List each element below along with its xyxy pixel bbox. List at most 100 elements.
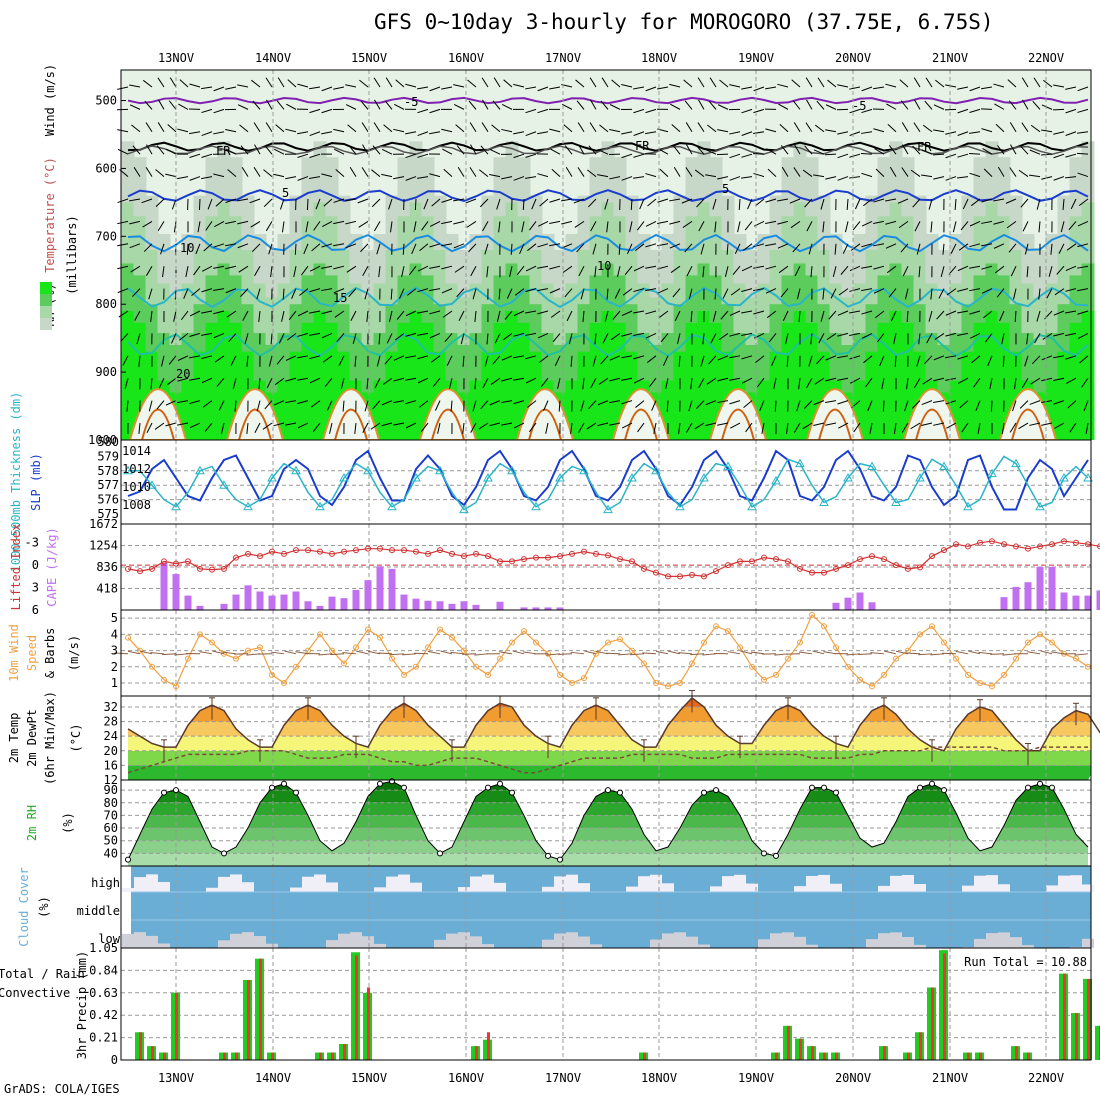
wind-barb-10m bbox=[812, 650, 825, 655]
wind-barb bbox=[543, 400, 549, 411]
wind-barb bbox=[714, 288, 717, 300]
slp-axis-label: SLP (mb) bbox=[29, 453, 43, 511]
wind-barb-10m bbox=[584, 650, 597, 655]
wind-barb bbox=[225, 265, 237, 270]
cloud-high bbox=[566, 874, 578, 892]
wind-barb bbox=[498, 221, 501, 233]
wind-barb-10m bbox=[356, 650, 369, 655]
warm-dome-inner bbox=[915, 408, 949, 441]
wind-barb bbox=[342, 400, 345, 412]
wind-barb bbox=[633, 332, 645, 336]
wind-label-unit: (m/s) bbox=[67, 635, 81, 671]
wind-barb bbox=[814, 377, 825, 385]
wind-barb bbox=[294, 243, 297, 255]
thickness-tick: 578 bbox=[97, 464, 119, 478]
wind-speed-marker bbox=[1037, 631, 1043, 638]
cloud-high bbox=[1046, 885, 1058, 892]
precip-conv-bar bbox=[319, 1052, 322, 1060]
wind-barb bbox=[913, 77, 921, 88]
wind-barb bbox=[714, 221, 717, 233]
wind-barb bbox=[1053, 131, 1065, 135]
rh-band-90 bbox=[1069, 322, 1083, 440]
wind-barb bbox=[837, 400, 849, 405]
wind-barb bbox=[925, 77, 933, 88]
wind-barb bbox=[501, 176, 513, 180]
wind-barb bbox=[359, 79, 369, 88]
cloud-low bbox=[254, 936, 266, 948]
precip-conv-bar bbox=[907, 1052, 910, 1060]
wind-barb bbox=[309, 265, 321, 272]
wind-barb bbox=[633, 176, 645, 179]
wind-barb bbox=[863, 355, 873, 364]
cloud-high bbox=[794, 886, 806, 892]
wind-barb bbox=[340, 378, 345, 390]
wind-barb bbox=[1005, 198, 1017, 204]
precip-axis-label: 3hr Precip (mm) bbox=[75, 951, 89, 1059]
cloud-low bbox=[998, 932, 1010, 948]
wind-barb bbox=[525, 310, 537, 314]
wind-barb bbox=[946, 422, 957, 429]
wind-barb bbox=[321, 108, 333, 114]
wind-barb bbox=[898, 220, 909, 229]
wind-barb bbox=[610, 333, 621, 341]
wind-barb-10m bbox=[246, 653, 261, 656]
wind-barb bbox=[901, 422, 909, 433]
cape-bar bbox=[280, 594, 288, 610]
cape-bar bbox=[844, 597, 852, 610]
wind-barb bbox=[453, 220, 465, 225]
wind-barb bbox=[1014, 310, 1017, 323]
wind-barb-10m bbox=[558, 653, 573, 655]
wind-barb bbox=[348, 145, 357, 155]
wind-barb bbox=[805, 122, 813, 133]
wind-barb bbox=[805, 77, 813, 88]
rh-band-90 bbox=[877, 322, 891, 440]
wind-barb-10m bbox=[798, 651, 813, 655]
wind-barb bbox=[993, 83, 1005, 88]
wind-barb bbox=[813, 174, 825, 178]
thickness-marker bbox=[147, 480, 157, 489]
cape-bar bbox=[1000, 597, 1008, 610]
wind-barb bbox=[686, 144, 693, 155]
wind-barb bbox=[117, 86, 129, 90]
thickness-marker bbox=[267, 472, 277, 482]
wind-barb bbox=[441, 265, 453, 270]
wind-barb bbox=[900, 243, 909, 253]
wind-speed-marker bbox=[365, 626, 371, 633]
wind-barb bbox=[264, 400, 273, 410]
cloud-high bbox=[962, 885, 974, 892]
rh-band-90 bbox=[589, 322, 603, 440]
wind-barb bbox=[1013, 378, 1017, 390]
wind-barb bbox=[361, 122, 369, 133]
wind-barb bbox=[381, 422, 393, 427]
wind-barb bbox=[767, 168, 777, 177]
li-marker bbox=[761, 554, 767, 561]
wind-barb bbox=[462, 355, 465, 367]
rh-marker bbox=[701, 789, 707, 796]
cloud-low bbox=[674, 932, 686, 948]
thickness-marker bbox=[219, 480, 229, 489]
thickness-marker bbox=[843, 472, 853, 482]
wind-barb bbox=[945, 310, 957, 316]
precip-conv-bar bbox=[883, 1046, 886, 1060]
temp-band bbox=[128, 721, 1091, 737]
wind-barb bbox=[886, 265, 897, 274]
cape-bar bbox=[400, 594, 408, 610]
wind-barb bbox=[958, 243, 969, 251]
wind-speed-marker bbox=[629, 647, 635, 654]
wind-barb bbox=[213, 243, 225, 248]
cloud-high bbox=[302, 876, 314, 892]
wind-barb bbox=[323, 198, 333, 207]
wind-barb bbox=[285, 422, 297, 426]
precip-conv-bar bbox=[1063, 973, 1066, 1060]
wind-barb bbox=[600, 100, 609, 110]
wind-barb bbox=[254, 144, 261, 155]
wind-barb bbox=[578, 422, 585, 433]
wind-barb bbox=[765, 243, 777, 247]
wind-barb bbox=[133, 167, 141, 177]
wind-barb-10m bbox=[774, 653, 789, 656]
wind-barb bbox=[609, 377, 621, 382]
wind-barb bbox=[960, 221, 969, 231]
wind-barb bbox=[588, 198, 597, 208]
wind-barb bbox=[429, 108, 441, 114]
wind-barb bbox=[798, 310, 801, 323]
